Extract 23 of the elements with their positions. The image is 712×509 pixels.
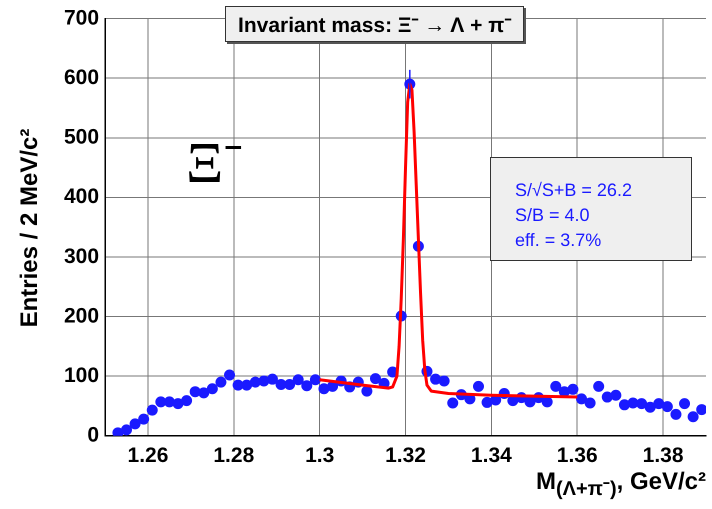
y-tick-label: 600	[64, 66, 100, 89]
x-tick-label: 1.3	[305, 444, 334, 468]
y-tick-label: 100	[64, 364, 100, 387]
x-axis-title: M$_{(Λ+π⁻)}$, GeV/c²	[536, 468, 706, 501]
y-axis-title: Entries / 2 MeV/c²	[16, 128, 44, 328]
x-tick-label: 1.28	[213, 444, 255, 468]
x-tick-label: 1.36	[556, 444, 598, 468]
y-tick-label: 700	[64, 6, 100, 30]
x-tick-label: 1.32	[385, 444, 426, 468]
y-tick-label: 0	[87, 424, 100, 447]
annotation: S/B = 4.0	[515, 205, 590, 226]
y-tick-label: 500	[64, 126, 100, 149]
y-tick-label: 200	[64, 304, 100, 328]
x-tick-label: 1.26	[128, 444, 168, 468]
y-tick-label: 300	[64, 244, 100, 268]
chart-title: Invariant mass: Ξ⁻ → Λ + π⁻	[225, 6, 524, 42]
stats-box: S/√S+B = 26.2 S/B = 4.0 eff. = 3.7%	[490, 157, 692, 261]
annotation: Ξ⁻	[186, 129, 244, 197]
x-tick-label: 1.38	[642, 444, 684, 468]
x-tick-label: 1.34	[470, 444, 512, 468]
annotation: S/√S+B = 26.2	[515, 180, 632, 201]
annotation: eff. = 3.7%	[515, 230, 602, 251]
y-tick-label: 400	[64, 185, 100, 208]
